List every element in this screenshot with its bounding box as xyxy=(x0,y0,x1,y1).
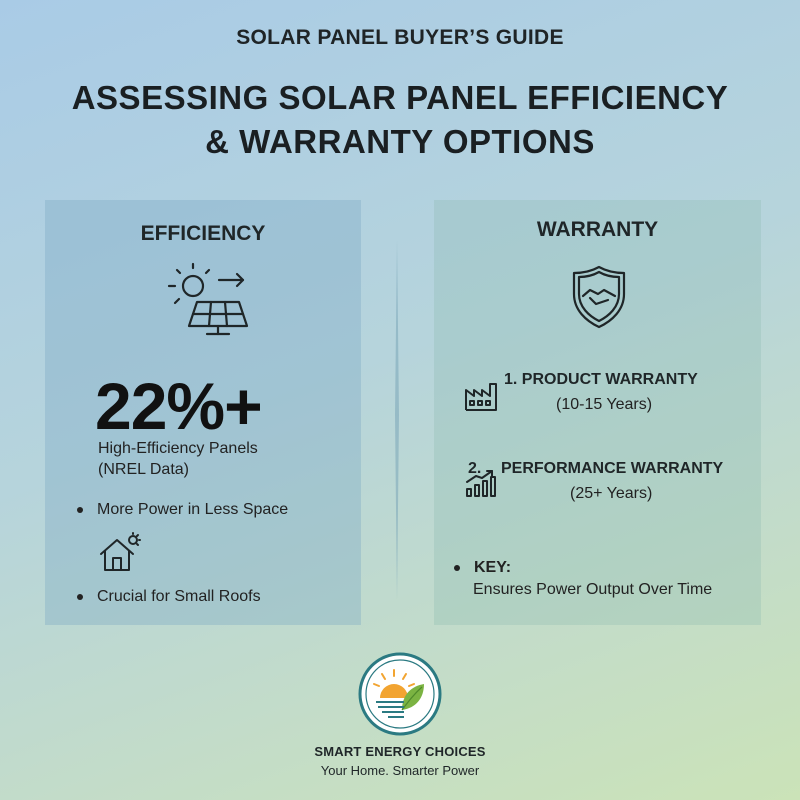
page-title: ASSESSING SOLAR PANEL EFFICIENCY & WARRA… xyxy=(0,76,800,164)
efficiency-stat: 22%+ xyxy=(95,369,263,443)
key-bullet: KEY: xyxy=(454,559,511,577)
shield-handshake-icon xyxy=(572,265,626,329)
bullet-dot xyxy=(77,507,83,513)
title-line-2: & WARRANTY OPTIONS xyxy=(205,123,595,160)
bullet-small-roofs: Crucial for Small Roofs xyxy=(77,588,261,606)
warranty-heading: WARRANTY xyxy=(536,218,659,241)
performance-warranty-title: PERFORMANCE WARRANTY xyxy=(501,460,724,477)
bullet-text: Crucial for Small Roofs xyxy=(97,588,261,605)
stat-label-line-1: High-Efficiency Panels xyxy=(98,440,258,457)
bullet-more-power: More Power in Less Space xyxy=(77,501,288,519)
panel-divider xyxy=(395,240,399,600)
bullet-dot xyxy=(454,565,460,571)
factory-icon xyxy=(465,383,497,411)
sun-leaf-logo xyxy=(358,652,442,736)
efficiency-panel: EFFICIENCY 22%+ High-Efficiency Panels (… xyxy=(45,200,361,625)
efficiency-heading: EFFICIENCY xyxy=(140,222,266,245)
product-warranty-title: 1. PRODUCT WARRANTY xyxy=(504,371,698,388)
brand-name: SMART ENERGY CHOICES xyxy=(314,744,486,759)
house-sun-icon xyxy=(100,532,141,571)
guide-eyebrow: SOLAR PANEL BUYER’S GUIDE xyxy=(236,26,564,49)
key-text: Ensures Power Output Over Time xyxy=(473,581,713,598)
warranty-panel: WARRANTY 1. PRODUCT WARRANTY (10-15 Year… xyxy=(434,200,761,625)
bullet-dot xyxy=(77,594,83,600)
key-label: KEY: xyxy=(474,559,512,576)
bullet-text: More Power in Less Space xyxy=(97,501,289,518)
solar-panel-sun-icon xyxy=(167,262,249,336)
stat-label-line-2: (NREL Data) xyxy=(98,461,189,478)
growth-chart-icon xyxy=(466,470,496,497)
performance-warranty-years: (25+ Years) xyxy=(570,485,653,502)
title-line-1: ASSESSING SOLAR PANEL EFFICIENCY xyxy=(71,79,729,116)
brand-tagline: Your Home. Smarter Power xyxy=(320,763,480,778)
performance-warranty-number: 2. xyxy=(468,460,482,477)
product-warranty-years: (10-15 Years) xyxy=(556,396,653,413)
